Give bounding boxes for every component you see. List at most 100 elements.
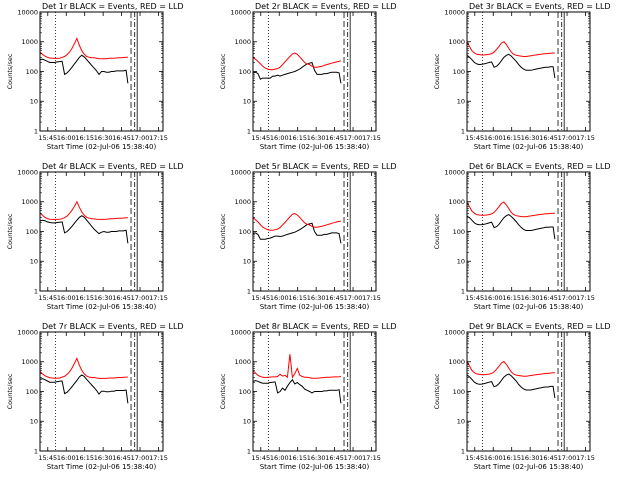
y-tick-label: 1: [461, 287, 465, 295]
y-tick-label: 1: [34, 127, 38, 135]
x-tick-label: 16:30: [94, 454, 113, 462]
x-tick-label: 16:15: [288, 134, 307, 142]
x-tick-label: 15:45: [465, 454, 484, 462]
events-series-line: [252, 378, 342, 404]
y-tick-label: 1: [461, 127, 465, 135]
events-series-line: [39, 54, 129, 84]
plot-frame: [466, 11, 591, 132]
x-tick-label: 16:30: [521, 294, 540, 302]
y-tick-label: 10: [457, 258, 465, 266]
x-axis-label: Start Time (02-Jul-06 15:38:40): [260, 143, 370, 151]
x-tick-label: 16:45: [325, 134, 344, 142]
y-tick-label: 10: [457, 418, 465, 426]
lld-series-line: [466, 201, 555, 218]
detector-panel: Det 7r BLACK = Events, RED = LLD 1 10 100 10…: [6, 322, 184, 471]
y-tick-label: 100: [26, 388, 38, 396]
lld-series-line: [39, 200, 128, 220]
y-tick-label: 1000: [448, 198, 465, 206]
y-tick-label: 10000: [17, 168, 38, 176]
y-tick-label: 1000: [234, 198, 251, 206]
x-tick-label: 16:30: [307, 134, 326, 142]
x-tick-label: 17:00: [131, 454, 150, 462]
x-tick-label: 16:00: [270, 294, 289, 302]
y-tick-label: 10000: [17, 8, 38, 16]
x-tick-label: 16:15: [75, 134, 94, 142]
detector-panel: Det 2r BLACK = Events, RED = LLD 1 10 100 10…: [219, 2, 397, 151]
x-tick-label: 17:15: [149, 134, 168, 142]
y-tick-label: 10000: [444, 328, 465, 336]
x-tick-label: 17:15: [149, 454, 168, 462]
x-tick-label: 15:45: [38, 294, 57, 302]
x-tick-label: 17:15: [362, 134, 381, 142]
events-series-line: [39, 374, 129, 404]
events-series-line: [466, 373, 556, 399]
events-series-line: [252, 222, 342, 244]
y-tick-label: 10: [243, 418, 251, 426]
x-tick-label: 17:00: [558, 454, 577, 462]
x-tick-label: 16:00: [57, 294, 76, 302]
y-tick-label: 1: [247, 127, 251, 135]
lld-series-line: [252, 354, 341, 379]
x-tick-label: 16:45: [539, 454, 558, 462]
x-axis-label: Start Time (02-Jul-06 15:38:40): [47, 143, 157, 151]
y-tick-label: 100: [453, 228, 465, 236]
events-series-line: [252, 61, 342, 84]
panel-title: Det 6r BLACK = Events, RED = LLD: [469, 162, 611, 171]
events-series-line: [466, 53, 556, 79]
y-tick-label: 10: [30, 258, 38, 266]
x-tick-label: 15:45: [38, 454, 57, 462]
x-tick-label: 17:15: [576, 454, 595, 462]
x-tick-label: 15:45: [38, 134, 57, 142]
y-tick-label: 1000: [448, 38, 465, 46]
x-tick-label: 17:00: [344, 454, 363, 462]
x-axis-label: Start Time (02-Jul-06 15:38:40): [474, 463, 584, 471]
x-axis-label: Start Time (02-Jul-06 15:38:40): [474, 143, 584, 151]
x-tick-label: 17:15: [149, 294, 168, 302]
detector-panel: Det 8r BLACK = Events, RED = LLD 1 10 100 10…: [219, 322, 397, 471]
y-tick-label: 100: [453, 388, 465, 396]
x-axis-label: Start Time (02-Jul-06 15:38:40): [474, 303, 584, 311]
x-tick-label: 17:15: [576, 294, 595, 302]
x-tick-label: 16:45: [539, 134, 558, 142]
lld-series-line: [39, 37, 128, 60]
x-tick-label: 17:00: [558, 294, 577, 302]
events-series-line: [466, 214, 556, 240]
y-axis-label: Counts/sec: [6, 373, 14, 409]
x-tick-label: 16:15: [502, 294, 521, 302]
x-tick-label: 17:15: [576, 134, 595, 142]
y-tick-label: 1000: [234, 358, 251, 366]
plot-frame: [466, 171, 591, 292]
x-tick-label: 16:00: [484, 294, 503, 302]
detector-panel: Det 1r BLACK = Events, RED = LLD 1 10 100 10…: [6, 2, 184, 151]
x-tick-label: 17:00: [344, 294, 363, 302]
x-tick-label: 17:00: [131, 134, 150, 142]
y-axis-label: Counts/sec: [219, 213, 227, 249]
detector-panel: Det 6r BLACK = Events, RED = LLD 1 10 100 10…: [433, 162, 611, 311]
x-tick-label: 16:30: [307, 454, 326, 462]
x-axis-label: Start Time (02-Jul-06 15:38:40): [47, 303, 157, 311]
x-tick-label: 16:30: [94, 134, 113, 142]
x-tick-label: 16:45: [325, 294, 344, 302]
x-tick-label: 16:45: [539, 294, 558, 302]
y-tick-label: 1: [34, 447, 38, 455]
x-tick-label: 16:15: [502, 454, 521, 462]
lld-series-line: [466, 360, 555, 377]
lld-series-line: [252, 52, 342, 71]
plot-frame: [39, 171, 164, 292]
y-tick-label: 1000: [21, 358, 38, 366]
y-tick-label: 10000: [230, 168, 251, 176]
x-tick-label: 16:30: [94, 294, 113, 302]
x-tick-label: 16:00: [57, 454, 76, 462]
x-tick-label: 16:00: [484, 454, 503, 462]
y-axis-label: Counts/sec: [219, 53, 227, 89]
detector-panel: Det 3r BLACK = Events, RED = LLD 1 10 100 10…: [433, 2, 611, 151]
x-tick-label: 16:15: [502, 134, 521, 142]
panel-title: Det 8r BLACK = Events, RED = LLD: [255, 322, 397, 331]
detector-panel: Det 9r BLACK = Events, RED = LLD 1 10 100 10…: [433, 322, 611, 471]
x-tick-label: 16:15: [288, 294, 307, 302]
y-tick-label: 10000: [230, 8, 251, 16]
y-tick-label: 1: [461, 447, 465, 455]
x-tick-label: 16:45: [325, 454, 344, 462]
y-axis-label: Counts/sec: [6, 213, 14, 249]
